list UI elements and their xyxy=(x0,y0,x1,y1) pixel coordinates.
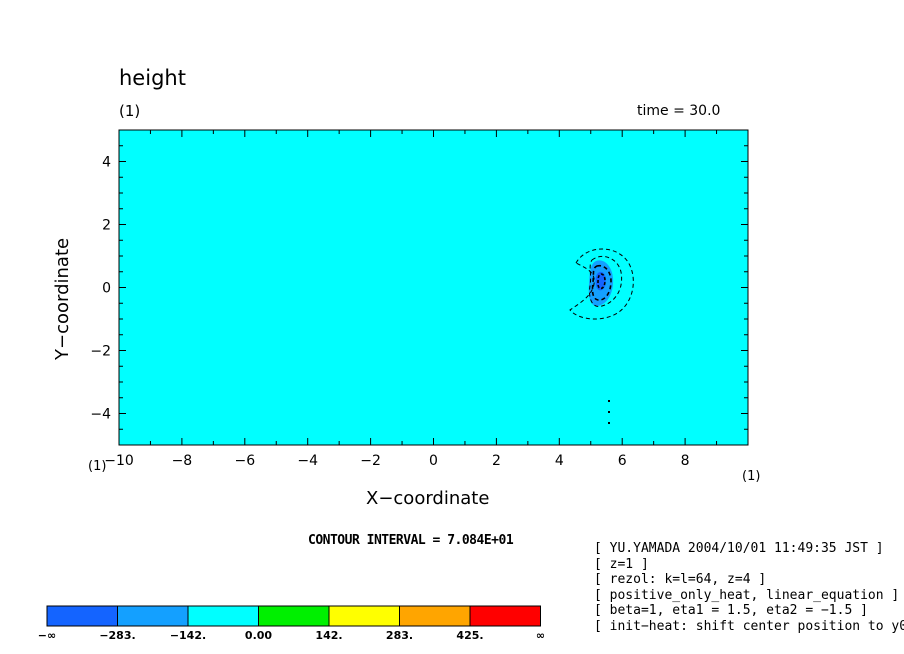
x-axis-label: X−coordinate xyxy=(366,488,490,509)
colorbar-label: ∞ xyxy=(536,629,545,642)
info-line: [ YU.YAMADA 2004/10/01 11:49:35 JST ] xyxy=(594,541,884,556)
colorbar-label: −∞ xyxy=(38,629,56,642)
x-axis-corner-label: (1) xyxy=(742,469,761,484)
info-line: [ rezol: k=l=64, z=4 ] xyxy=(594,572,767,587)
x-tick-label: −10 xyxy=(104,453,134,469)
x-tick-label: −2 xyxy=(360,453,381,469)
colorbar: −∞ −283. −142. 0.00 142. 283. 425. ∞ xyxy=(38,605,545,642)
colorbar-label: 0.00 xyxy=(245,629,272,642)
colorbar-label: 142. xyxy=(315,629,342,642)
y-tick-label: −4 xyxy=(90,407,111,423)
contour-interval-label: CONTOUR INTERVAL = 7.084E+01 xyxy=(308,533,514,548)
x-tick-label: 2 xyxy=(492,453,501,469)
contour-line-core xyxy=(597,273,606,290)
contour-line-mid xyxy=(589,256,623,307)
info-line: [ init−heat: shift center position to y0… xyxy=(594,618,904,634)
colorbar-swatch xyxy=(258,605,330,627)
chart-subtitle-time: time = 30.0 xyxy=(637,103,721,119)
y-tick-labels: −4 −2 0 2 4 xyxy=(90,155,111,423)
y-tick-label: 2 xyxy=(102,218,111,234)
y-tick-label: 0 xyxy=(102,281,111,297)
x-tick-label: −8 xyxy=(172,453,193,469)
shaded-region-lowest xyxy=(595,271,606,291)
y-tick-label: 4 xyxy=(102,155,111,171)
colorbar-swatch xyxy=(328,605,400,627)
colorbar-swatch xyxy=(187,605,259,627)
x-tick-label: 4 xyxy=(555,453,564,469)
y-axis-corner-label: (1) xyxy=(88,459,107,474)
info-line: [ positive_only_heat, linear_equation ] xyxy=(594,587,900,603)
colorbar-swatch xyxy=(117,605,189,627)
x-tick-label: 8 xyxy=(681,453,690,469)
contour-line-inner xyxy=(591,264,612,301)
x-tick-label: −6 xyxy=(234,453,255,469)
chart-subtitle-level: (1) xyxy=(119,102,141,120)
colorbar-label: 425. xyxy=(456,629,483,642)
y-tick-label: −2 xyxy=(90,344,111,360)
colorbar-label: −283. xyxy=(99,629,135,642)
x-tick-label: 6 xyxy=(618,453,627,469)
axis-ticks xyxy=(118,129,749,446)
colorbar-swatch xyxy=(469,605,541,627)
colorbar-label: −142. xyxy=(170,629,206,642)
x-tick-label: −4 xyxy=(297,453,318,469)
info-line: [ z=1 ] xyxy=(594,556,649,572)
chart-title: height xyxy=(119,66,186,90)
contour-feature xyxy=(569,248,634,430)
contour-line-outer xyxy=(569,248,634,320)
info-line: [ beta=1, eta1 = 1.5, eta2 = −1.5 ] xyxy=(594,603,868,618)
plot-field xyxy=(119,130,748,445)
colorbar-swatch xyxy=(46,605,118,627)
x-tick-labels: −10 −8 −6 −4 −2 0 2 4 6 8 xyxy=(104,453,689,469)
x-tick-label: 0 xyxy=(429,453,438,469)
run-info-block: [ YU.YAMADA 2004/10/01 11:49:35 JST ] [ … xyxy=(594,541,904,634)
colorbar-swatch xyxy=(399,605,471,627)
colorbar-label: 283. xyxy=(386,629,413,642)
